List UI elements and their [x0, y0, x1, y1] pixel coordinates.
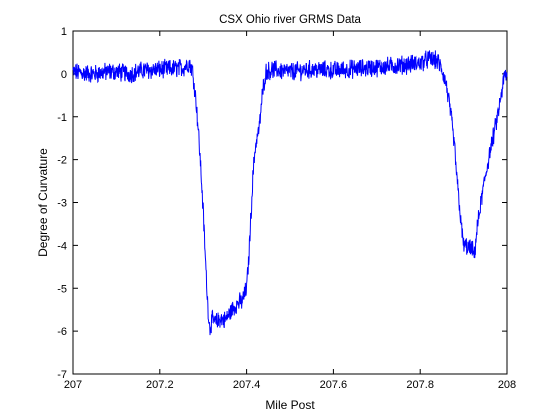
y-tick-label: 1: [61, 26, 67, 38]
x-tick-label: 207.6: [320, 379, 348, 391]
x-tick-label: 207: [64, 379, 82, 391]
series-layer: [72, 50, 508, 336]
y-tick-labels: 1 0 -1 -2 -3 -4 -5 -6 -7: [57, 26, 67, 381]
x-axis-title: Mile Post: [265, 398, 315, 412]
x-tick-labels: 207 207.2 207.4 207.6 207.8 208: [64, 379, 516, 391]
y-tick-label: -7: [57, 369, 67, 381]
y-tick-label: -1: [57, 112, 67, 124]
x-tick-label: 208: [498, 379, 516, 391]
y-tick-label: -4: [57, 240, 67, 252]
y-axis-title: Degree of Curvature: [36, 148, 50, 257]
chart-title: CSX Ohio river GRMS Data: [219, 14, 361, 26]
series-line: [72, 50, 508, 336]
y-tick-label: -2: [57, 155, 67, 167]
plot-area: [72, 30, 508, 375]
y-tick-label: -6: [57, 326, 67, 338]
x-tick-label: 207.4: [233, 379, 261, 391]
tick-marks: [72, 30, 508, 375]
y-tick-label: -5: [57, 283, 67, 295]
y-tick-label: -3: [57, 198, 67, 210]
y-tick-label: 0: [61, 69, 67, 81]
x-tick-label: 207.8: [406, 379, 434, 391]
x-tick-label: 207.2: [146, 379, 174, 391]
